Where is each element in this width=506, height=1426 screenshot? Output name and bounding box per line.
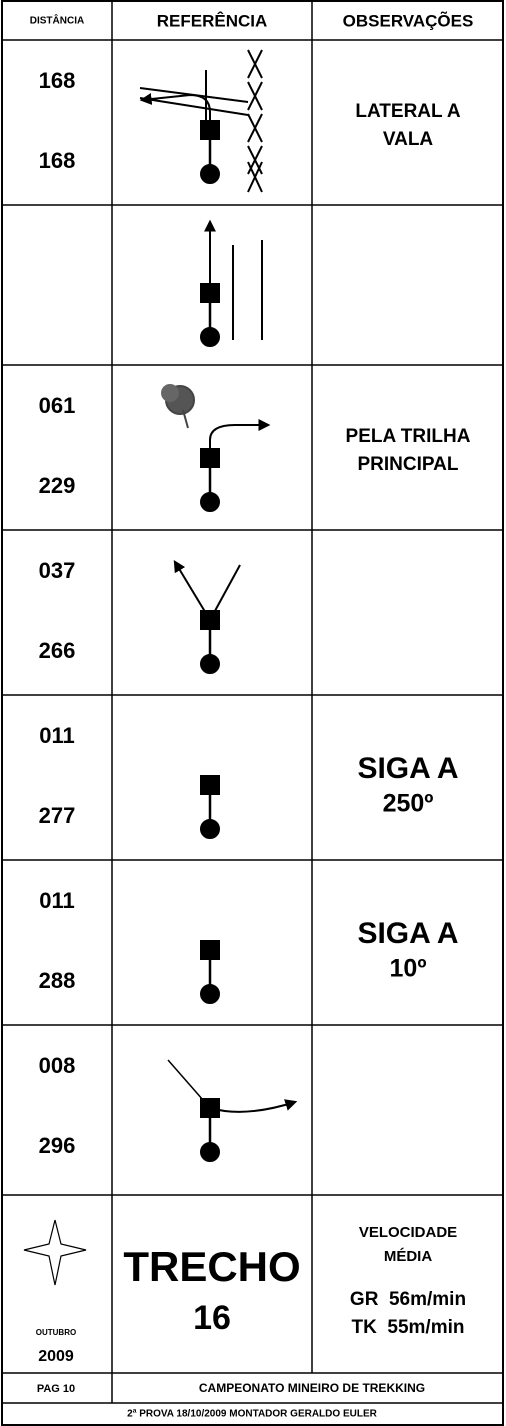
- observation: PRINCIPAL: [358, 454, 459, 475]
- speed-title: MÉDIA: [384, 1248, 433, 1265]
- column-header: DISTÂNCIA: [30, 14, 84, 27]
- row-3-icon: [161, 384, 271, 513]
- event-info: 2ª PROVA 18/10/2009 MONTADOR GERALDO EUL…: [127, 1409, 377, 1420]
- speed-title: VELOCIDADE: [359, 1224, 457, 1241]
- footer-year: 2009: [38, 1348, 74, 1365]
- row-7-icon: [167, 1059, 298, 1163]
- distance: 168: [39, 148, 76, 173]
- footer-month: OUTUBRO: [36, 1328, 76, 1337]
- observation: 10º: [390, 955, 427, 983]
- section-number: 16: [193, 1299, 231, 1337]
- observation: LATERAL A: [355, 101, 460, 122]
- observation: SIGA A: [357, 917, 458, 950]
- distance: 011: [39, 723, 75, 748]
- row-1-icon: [139, 49, 263, 193]
- distance: 008: [39, 1053, 76, 1078]
- column-header: REFERÊNCIA: [157, 11, 268, 30]
- observation: PELA TRILHA: [346, 426, 471, 447]
- observation: SIGA A: [357, 752, 458, 785]
- distance: 296: [39, 1133, 76, 1158]
- row-4-icon: [173, 559, 241, 675]
- distance: 168: [39, 68, 76, 93]
- column-header: OBSERVAÇÕES: [343, 10, 474, 30]
- distance: 266: [39, 638, 76, 663]
- row-5-icon: [199, 774, 221, 840]
- distance: 011: [39, 888, 75, 913]
- distance: 277: [39, 803, 76, 828]
- speed-value: GR 56m/min: [350, 1289, 466, 1310]
- observation: VALA: [383, 129, 434, 150]
- row-2-icon: [199, 219, 263, 348]
- distance: 229: [39, 473, 76, 498]
- distance: 288: [39, 968, 76, 993]
- observation: 250º: [383, 790, 434, 818]
- distance: 061: [39, 393, 76, 418]
- section-label: TRECHO: [123, 1243, 300, 1290]
- compass-icon: [23, 1219, 87, 1286]
- distance: 037: [39, 558, 76, 583]
- championship: CAMPEONATO MINEIRO DE TREKKING: [199, 1381, 425, 1395]
- page-number: PAG 10: [37, 1383, 75, 1395]
- speed-value: TK 55m/min: [352, 1317, 465, 1338]
- row-6-icon: [199, 939, 221, 1005]
